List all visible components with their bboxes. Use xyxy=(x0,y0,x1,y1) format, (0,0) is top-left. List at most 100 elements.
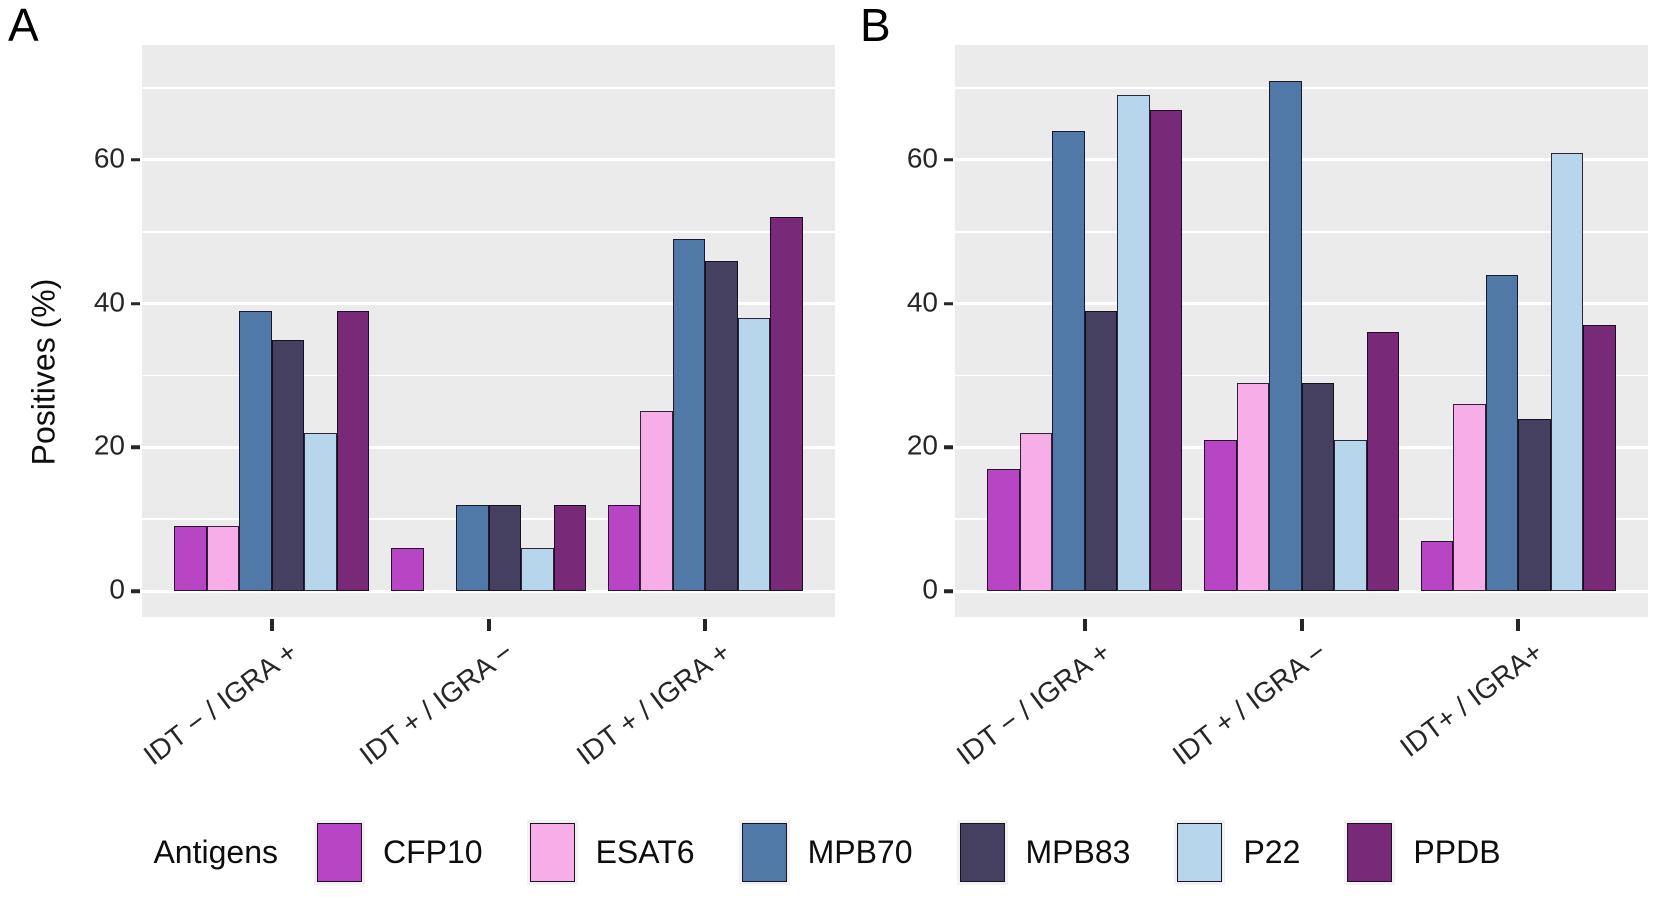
y-tick-mark xyxy=(944,301,953,306)
x-tick-mark xyxy=(1082,619,1087,631)
y-tick-mark xyxy=(131,301,140,306)
bar-mpb83 xyxy=(1301,382,1334,591)
legend-key xyxy=(526,820,578,885)
bar-mpb83 xyxy=(705,260,738,591)
gridline-major xyxy=(955,589,1648,593)
y-tick-label: 20 xyxy=(906,430,938,462)
bar-ppdb xyxy=(336,310,370,591)
bar-cfp10 xyxy=(174,526,207,591)
y-tick-label: 60 xyxy=(93,142,125,174)
legend-item-label: ESAT6 xyxy=(595,834,695,870)
legend-item-label: MPB83 xyxy=(1025,834,1131,870)
bar-mpb83 xyxy=(271,339,305,591)
y-tick-label: 20 xyxy=(93,430,125,462)
bar-mpb70 xyxy=(1052,131,1085,591)
x-tick-label: IDT+ / IGRA+ xyxy=(1394,636,1549,763)
plot-area-a xyxy=(142,45,835,617)
y-tick-mark xyxy=(944,158,953,162)
gridline-major xyxy=(955,158,1648,162)
bar-cfp10 xyxy=(607,504,641,591)
bar-p22 xyxy=(1334,440,1367,591)
bar-mpb70 xyxy=(239,310,272,591)
bar-p22 xyxy=(737,318,771,591)
bar-ppdb xyxy=(1149,109,1183,591)
y-tick-label: 0 xyxy=(109,573,125,605)
bar-cfp10 xyxy=(1420,540,1454,591)
x-tick-mark xyxy=(703,619,708,631)
bar-ppdb xyxy=(1366,332,1399,591)
legend-item: P22 xyxy=(1174,820,1300,885)
y-tick-label: 0 xyxy=(922,573,938,605)
bar-esat6 xyxy=(1453,404,1486,591)
legend-item: MPB83 xyxy=(956,820,1131,885)
y-tick-mark xyxy=(131,445,140,450)
x-tick-mark xyxy=(269,619,274,631)
y-tick-label: 40 xyxy=(93,286,125,318)
gridline-major xyxy=(142,158,835,162)
bar-cfp10 xyxy=(987,468,1020,591)
y-tick-mark xyxy=(944,589,953,593)
y-tick-label: 40 xyxy=(906,286,938,318)
bar-p22 xyxy=(1117,95,1150,591)
bar-mpb83 xyxy=(1084,310,1118,591)
bar-ppdb xyxy=(553,504,586,591)
legend-swatch-mpb70 xyxy=(741,823,787,882)
legend-key xyxy=(956,820,1008,885)
legend-swatch-esat6 xyxy=(529,823,575,882)
legend-item-label: PPDB xyxy=(1413,834,1501,870)
x-tick-mark xyxy=(1299,619,1304,631)
legend-item: MPB70 xyxy=(738,820,913,885)
bar-ppdb xyxy=(770,217,803,591)
legend-item: CFP10 xyxy=(313,820,483,885)
bar-esat6 xyxy=(640,411,673,591)
legend-title: Antigens xyxy=(153,834,278,870)
bar-esat6 xyxy=(206,526,240,591)
x-tick-label: IDT + / IGRA − xyxy=(1167,636,1333,771)
bar-mpb70 xyxy=(672,238,706,591)
gridline-major xyxy=(142,589,835,593)
x-tick-label: IDT − / IGRA + xyxy=(950,636,1116,771)
legend: Antigens CFP10 ESAT6 MPB70 MPB83 P22 PPDB xyxy=(0,820,1654,885)
bar-esat6 xyxy=(1019,432,1053,591)
bar-p22 xyxy=(1550,152,1584,591)
legend-item-label: P22 xyxy=(1243,834,1301,870)
legend-key xyxy=(738,820,790,885)
bar-mpb83 xyxy=(1518,418,1551,591)
legend-key xyxy=(1344,820,1396,885)
gridline-major xyxy=(142,445,835,449)
bar-ppdb xyxy=(1583,325,1616,591)
legend-key xyxy=(1174,820,1226,885)
bar-cfp10 xyxy=(1204,440,1237,591)
legend-key xyxy=(313,820,365,885)
gridline-minor xyxy=(955,518,1648,520)
gridline-major xyxy=(955,302,1648,306)
gridline-major xyxy=(142,302,835,306)
gridline-major xyxy=(955,445,1648,449)
gridline-minor xyxy=(955,87,1648,89)
bar-mpb70 xyxy=(1269,80,1302,591)
x-tick-label: IDT + / IGRA − xyxy=(354,636,520,771)
x-tick-mark xyxy=(1516,619,1521,631)
legend-swatch-cfp10 xyxy=(316,823,362,882)
bar-esat6 xyxy=(1236,382,1269,591)
legend-items: CFP10 ESAT6 MPB70 MPB83 P22 PPDB xyxy=(313,820,1501,885)
x-tick-label: IDT − / IGRA + xyxy=(137,636,303,771)
legend-item: PPDB xyxy=(1344,820,1501,885)
y-tick-mark xyxy=(944,445,953,450)
legend-swatch-mpb83 xyxy=(959,823,1005,882)
legend-item-label: MPB70 xyxy=(807,834,913,870)
panel-a-letter: A xyxy=(8,0,39,51)
legend-item-label: CFP10 xyxy=(382,834,483,870)
legend-swatch-p22 xyxy=(1177,823,1223,882)
bar-mpb70 xyxy=(1485,274,1519,591)
y-tick-mark xyxy=(131,158,140,162)
gridline-minor xyxy=(142,374,835,377)
gridline-minor xyxy=(955,231,1648,233)
bar-cfp10 xyxy=(391,547,424,591)
bar-mpb83 xyxy=(488,504,521,591)
gridline-minor xyxy=(142,87,835,89)
bar-p22 xyxy=(521,547,554,591)
